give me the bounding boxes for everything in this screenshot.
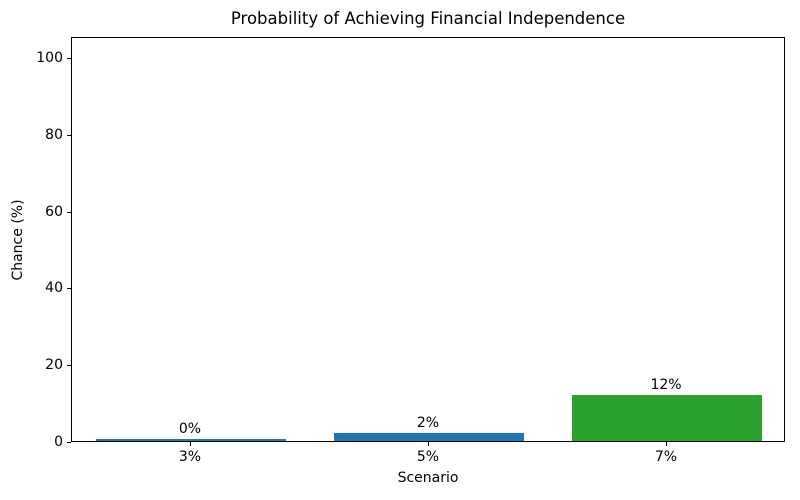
chart-title: Probability of Achieving Financial Indep… [230, 9, 626, 28]
x-tick-label: 3% [178, 449, 202, 465]
plot-area [71, 37, 785, 442]
y-tick-label: 60 [45, 203, 63, 220]
y-tick-mark [67, 288, 71, 290]
y-tick-mark [67, 365, 71, 367]
x-tick-mark [428, 442, 429, 446]
bar-7pct [571, 394, 763, 441]
x-tick-label: 7% [654, 449, 678, 465]
y-tick-label: 40 [45, 280, 63, 297]
x-tick-label: 5% [416, 449, 440, 465]
y-tick-mark [67, 442, 71, 443]
x-tick-mark [190, 442, 191, 446]
y-tick-label: 0 [54, 434, 63, 450]
bar-3pct [95, 439, 287, 441]
bar-value-label: 2% [416, 415, 440, 432]
y-tick-label: 80 [45, 126, 63, 143]
bar-value-label: 12% [650, 376, 682, 393]
bar-5pct [333, 433, 525, 441]
y-tick-mark [67, 58, 71, 60]
x-tick-mark [666, 442, 667, 446]
bar-value-label: 0% [178, 421, 202, 438]
y-tick-mark [67, 211, 71, 213]
x-axis-label: Scenario [397, 470, 459, 486]
y-tick-label: 100 [36, 50, 63, 67]
y-tick-label: 20 [45, 357, 63, 374]
y-tick-mark [67, 134, 71, 136]
